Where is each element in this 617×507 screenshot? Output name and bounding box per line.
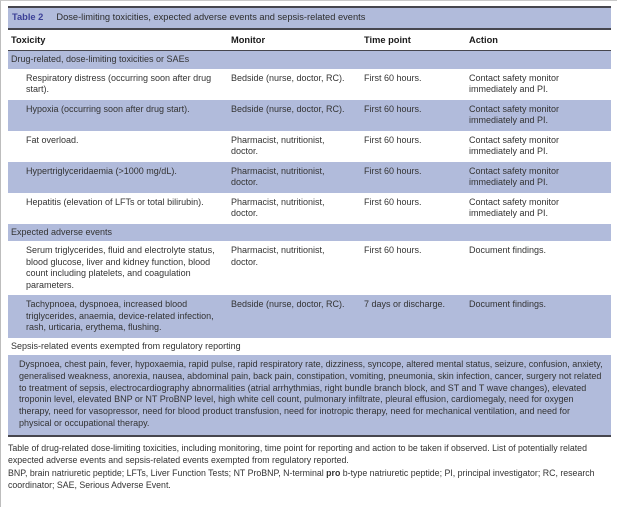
toxicity-cell: Tachypnoea, dyspnoea, increased blood tr… (26, 299, 214, 332)
table-row: Hypertriglyceridaemia (>1000 mg/dL). Pha… (8, 161, 611, 193)
monitor-cell: Pharmacist, nutritionist, doctor. (231, 134, 325, 157)
toxicity-table: Table 2 Dose-limiting toxicities, expect… (8, 6, 611, 437)
monitor-cell: Pharmacist, nutritionist, doctor. (231, 245, 325, 267)
monitor-cell: Bedside (nurse, doctor, RC). (231, 103, 345, 114)
timepoint-cell: 7 days or discharge. (364, 299, 446, 309)
table-title: Dose-limiting toxicities, expected adver… (56, 12, 366, 22)
monitor-cell: Bedside (nurse, doctor, RC). (231, 299, 345, 309)
action-cell: Contact safety monitor immediately and P… (469, 134, 560, 157)
footnote-abbreviations: BNP, brain natriuretic peptide; LFTs, Li… (8, 467, 595, 490)
action-cell: Document findings. (469, 299, 547, 309)
section-row-sepsis-exempted: Sepsis-related events exempted from regu… (8, 338, 611, 356)
timepoint-cell: First 60 hours. (364, 103, 422, 114)
timepoint-cell: First 60 hours. (364, 134, 422, 145)
column-header-toxicity: Toxicity (11, 35, 46, 45)
column-header-monitor: Monitor (231, 35, 266, 45)
table-row: Tachypnoea, dyspnoea, increased blood tr… (8, 295, 611, 338)
footnote-caption: Table of drug-related dose-limiting toxi… (8, 442, 587, 465)
section-label: Drug-related, dose-limiting toxicities o… (11, 54, 190, 64)
toxicity-cell: Hypoxia (occurring soon after drug start… (26, 103, 190, 114)
table-footnotes: Table of drug-related dose-limiting toxi… (8, 442, 608, 491)
table-row: Hypoxia (occurring soon after drug start… (8, 99, 611, 131)
monitor-cell: Pharmacist, nutritionist, doctor. (231, 165, 325, 188)
table-number: Table 2 (12, 12, 44, 22)
monitor-cell: Bedside (nurse, doctor, RC). (231, 72, 345, 83)
section-label: Sepsis-related events exempted from regu… (11, 340, 241, 351)
action-cell: Contact safety monitor immediately and P… (469, 196, 560, 219)
action-cell: Contact safety monitor immediately and P… (469, 165, 560, 188)
toxicity-cell: Respiratory distress (occurring soon aft… (26, 72, 212, 95)
action-cell: Document findings. (469, 245, 547, 255)
section-label: Expected adverse events (11, 226, 113, 237)
column-header-timepoint: Time point (364, 35, 411, 45)
toxicity-cell: Serum triglycerides, fluid and electroly… (26, 245, 215, 290)
toxicity-cell: Fat overload. (26, 134, 79, 145)
timepoint-cell: First 60 hours. (364, 165, 422, 176)
header-divider-rule (8, 50, 611, 51)
table-row: Fat overload. Pharmacist, nutritionist, … (8, 131, 611, 162)
table-title-bar: Table 2 Dose-limiting toxicities, expect… (8, 8, 611, 28)
section-row-drug-related: Drug-related, dose-limiting toxicities o… (8, 51, 611, 69)
table-row: Serum triglycerides, fluid and electroly… (8, 241, 611, 295)
title-divider-rule (8, 28, 611, 30)
monitor-cell: Pharmacist, nutritionist, doctor. (231, 196, 325, 219)
exempted-events-paragraph: Dyspnoea, chest pain, fever, hypoxaemia,… (8, 355, 611, 435)
toxicity-cell: Hepatitis (elevation of LFTs or total bi… (26, 196, 204, 207)
action-cell: Contact safety monitor immediately and P… (469, 72, 560, 95)
timepoint-cell: First 60 hours. (364, 196, 422, 207)
table-row: Respiratory distress (occurring soon aft… (8, 69, 611, 100)
column-header-row: Toxicity Monitor Time point Action (8, 30, 611, 50)
section-row-expected-events: Expected adverse events (8, 223, 611, 241)
table-top-rule (8, 6, 611, 8)
action-cell: Contact safety monitor immediately and P… (469, 103, 560, 126)
toxicity-cell: Hypertriglyceridaemia (>1000 mg/dL). (26, 165, 177, 176)
timepoint-cell: First 60 hours. (364, 245, 422, 255)
timepoint-cell: First 60 hours. (364, 72, 422, 83)
column-header-action: Action (469, 35, 498, 45)
table-bottom-rule (8, 434, 611, 437)
table-row: Hepatitis (elevation of LFTs or total bi… (8, 193, 611, 224)
